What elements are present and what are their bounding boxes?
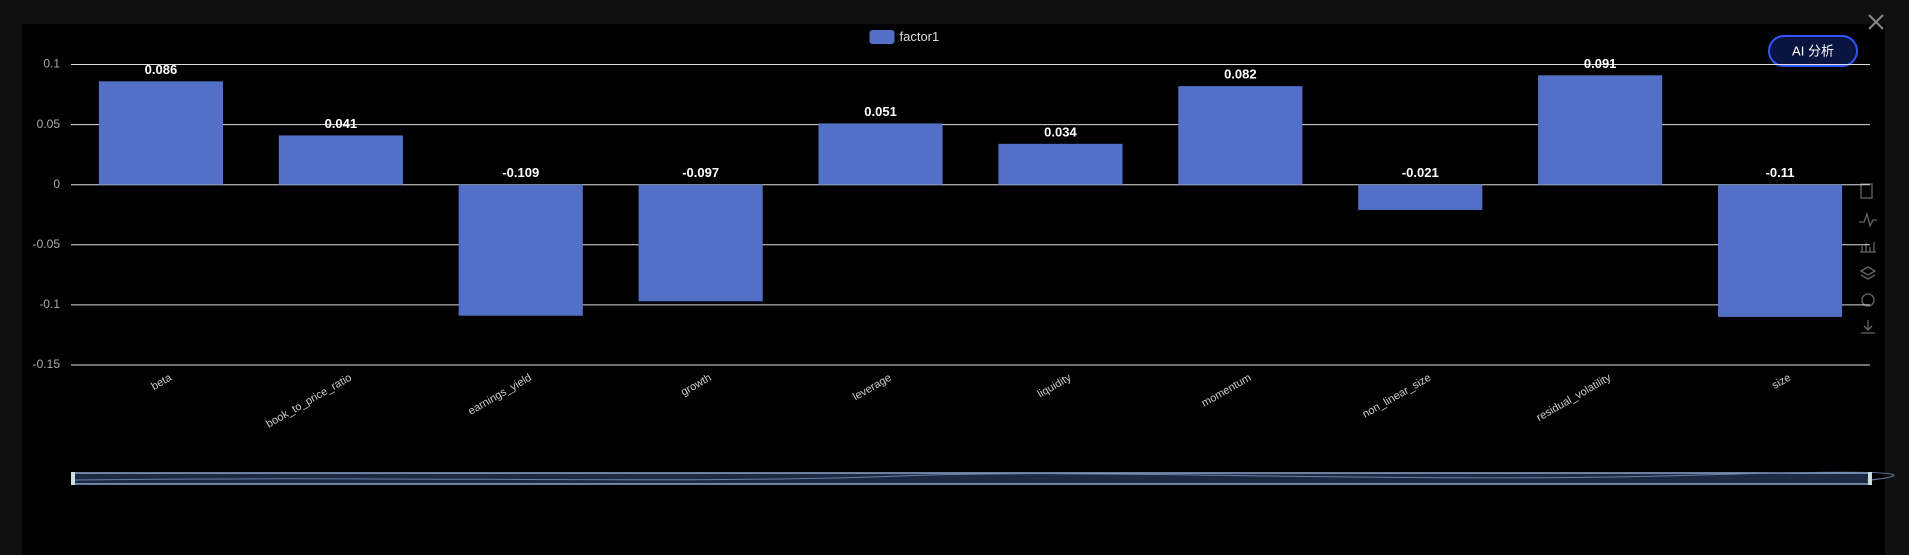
- bar: [98, 81, 224, 185]
- bar: [1178, 86, 1303, 185]
- ai-button-label: AI 分析: [1792, 43, 1834, 58]
- toolbox: [1859, 183, 1877, 334]
- data-label: -0.097: [682, 165, 719, 180]
- legend-label: factor1: [900, 29, 940, 44]
- y-tick-label: -0.1: [39, 297, 60, 311]
- tool-restore[interactable]: [1861, 293, 1875, 307]
- bar: [1717, 184, 1843, 317]
- bar: [998, 143, 1123, 185]
- data-label: 0.051: [864, 104, 897, 119]
- tool-bar[interactable]: [1860, 242, 1876, 253]
- bar: [458, 184, 583, 316]
- data-label: 0.082: [1224, 67, 1257, 82]
- tool-stack[interactable]: [1859, 266, 1877, 280]
- data-label: 0.086: [145, 62, 178, 77]
- data-label: 0.034: [1044, 124, 1077, 139]
- tool-data-view[interactable]: [1860, 183, 1873, 199]
- close-button[interactable]: [1868, 14, 1884, 30]
- tool-line[interactable]: [1859, 211, 1877, 228]
- y-tick-label: 0.1: [43, 57, 60, 71]
- data-label: -0.109: [502, 165, 539, 180]
- data-label: -0.11: [1766, 165, 1795, 180]
- tool-save[interactable]: [1861, 320, 1875, 334]
- y-tick-label: -0.05: [33, 237, 61, 251]
- ai-button[interactable]: AI 分析: [1768, 35, 1858, 67]
- data-label: -0.021: [1402, 165, 1439, 180]
- bar: [818, 123, 943, 185]
- bar: [638, 184, 763, 302]
- bar: [1358, 184, 1483, 210]
- y-tick-label: -0.15: [33, 357, 61, 371]
- data-label: 0.091: [1584, 56, 1617, 71]
- bar: [278, 135, 403, 185]
- data-label: 0.041: [325, 116, 358, 131]
- y-tick-label: 0.05: [37, 117, 61, 131]
- bar: [1538, 75, 1663, 185]
- legend-swatch: [869, 30, 895, 44]
- data-zoom[interactable]: [71, 471, 1895, 485]
- y-tick-label: 0: [53, 177, 60, 191]
